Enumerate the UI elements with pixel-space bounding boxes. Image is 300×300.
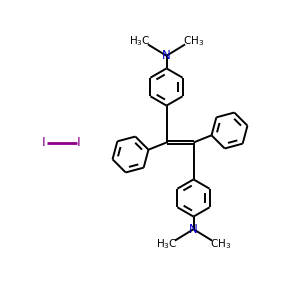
Text: H$_3$C: H$_3$C: [156, 237, 177, 251]
Text: I: I: [77, 136, 81, 149]
Text: H$_3$C: H$_3$C: [129, 34, 150, 48]
Text: CH$_3$: CH$_3$: [183, 34, 204, 48]
Text: N: N: [189, 223, 198, 236]
Text: I: I: [42, 136, 46, 149]
Text: CH$_3$: CH$_3$: [210, 237, 231, 251]
Text: N: N: [162, 49, 171, 62]
